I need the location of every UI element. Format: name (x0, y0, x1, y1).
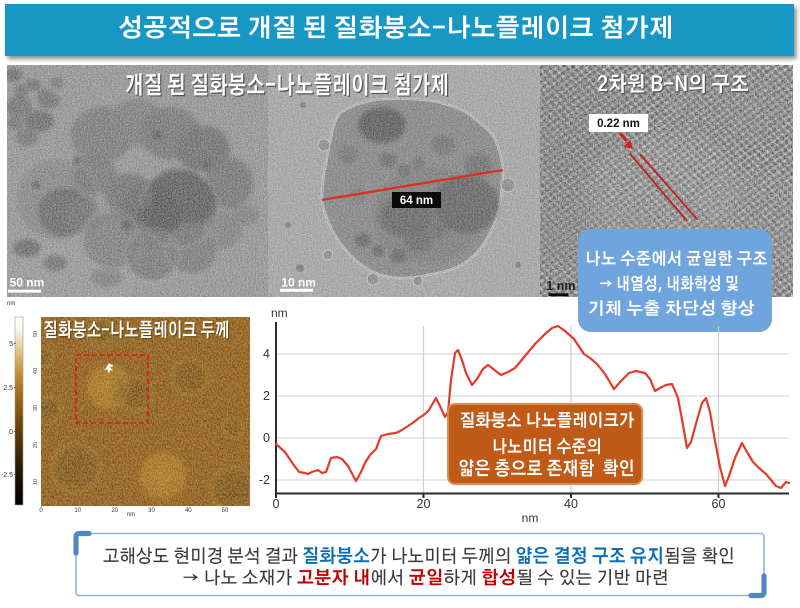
svg-text:0: 0 (39, 508, 43, 514)
svg-text:20: 20 (111, 508, 118, 514)
svg-text:40: 40 (185, 508, 192, 514)
svg-text:50: 50 (222, 508, 229, 514)
svg-text:5: 5 (9, 341, 13, 348)
svg-text:1 nm: 1 nm (546, 279, 575, 293)
svg-text:-2: -2 (259, 473, 270, 487)
svg-text:50 nm: 50 nm (10, 276, 45, 290)
svg-text:2: 2 (263, 389, 270, 403)
svg-text:2.5: 2.5 (3, 385, 13, 392)
svg-text:4: 4 (263, 347, 270, 361)
svg-text:0.22 nm: 0.22 nm (597, 118, 640, 130)
svg-text:64 nm: 64 nm (400, 195, 433, 207)
svg-text:0: 0 (273, 497, 280, 511)
svg-text:-2.5: -2.5 (1, 472, 13, 479)
svg-text:30: 30 (148, 508, 155, 514)
svg-text:0: 0 (9, 429, 13, 436)
svg-text:40: 40 (564, 497, 578, 511)
svg-text:30: 30 (33, 405, 39, 411)
svg-text:nm: nm (127, 512, 135, 518)
svg-text:10 nm: 10 nm (281, 276, 316, 290)
svg-text:60: 60 (712, 497, 726, 511)
svg-text:10: 10 (33, 479, 39, 485)
svg-text:nm: nm (7, 301, 15, 307)
svg-text:10: 10 (74, 508, 81, 514)
svg-text:nm: nm (271, 306, 288, 320)
svg-text:20: 20 (33, 442, 39, 448)
svg-text:20: 20 (417, 497, 431, 511)
svg-text:nm: nm (522, 511, 539, 525)
svg-text:0: 0 (263, 431, 270, 445)
svg-text:50: 50 (33, 331, 39, 337)
svg-text:40: 40 (33, 368, 39, 374)
